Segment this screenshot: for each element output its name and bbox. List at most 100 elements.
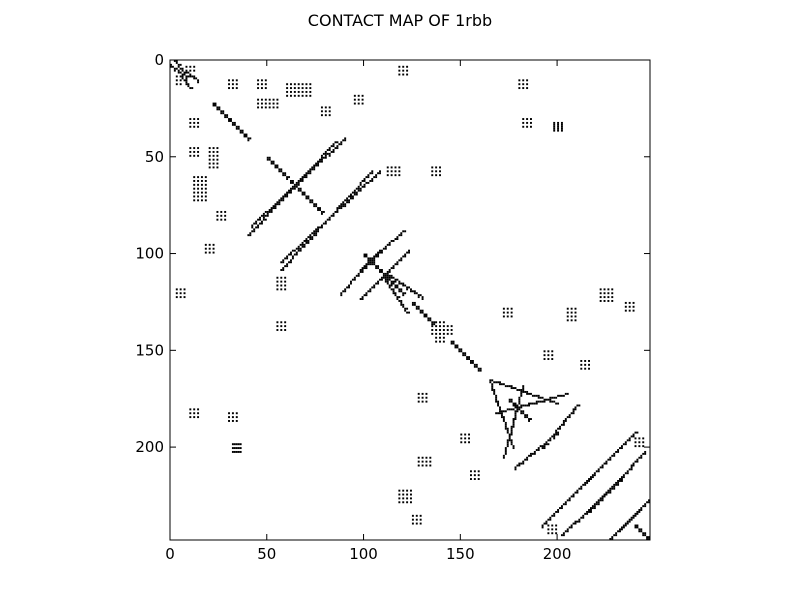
contact-cell: [386, 276, 389, 279]
contact-cell: [394, 278, 397, 281]
contact-cell: [640, 530, 643, 533]
contact-cell: [297, 247, 300, 250]
contact-cell: [510, 429, 513, 432]
contact-cell: [342, 201, 345, 204]
contact-cell: [588, 509, 590, 511]
contact-cell: [514, 468, 517, 471]
contact-cell: [549, 398, 552, 401]
contact-cell: [379, 170, 381, 173]
contact-cell: [315, 230, 318, 233]
contact-cell: [384, 278, 387, 281]
contact-cell: [231, 123, 234, 126]
contact-cell: [547, 528, 550, 531]
contact-cell: [543, 350, 546, 353]
contact-cell: [590, 507, 592, 510]
contact-cell: [293, 83, 296, 86]
contact-cell: [411, 518, 414, 521]
contact-cell: [274, 205, 277, 208]
contact-cell: [553, 396, 556, 399]
contact-cell: [280, 269, 283, 271]
contact-cell: [504, 410, 507, 413]
contact-cell: [272, 98, 275, 101]
contact-cell: [508, 437, 511, 440]
contact-cell: [311, 199, 314, 202]
contact-cell: [528, 454, 530, 457]
contact-cell: [510, 431, 513, 434]
contact-cell: [396, 296, 399, 299]
contact-cell: [388, 241, 391, 244]
contact-cell: [189, 154, 192, 157]
contact-cell: [388, 269, 391, 271]
contact-cell: [508, 398, 511, 401]
contact-cell: [230, 120, 232, 122]
contact-cell: [322, 210, 325, 213]
contact-cell: [197, 147, 200, 150]
contact-cell: [518, 389, 521, 391]
contact-cell: [547, 524, 550, 527]
contact-cell: [262, 212, 265, 215]
contact-cell: [470, 361, 472, 364]
contact-cell: [545, 443, 548, 446]
contact-cell: [353, 276, 356, 279]
contact-cell: [557, 427, 560, 430]
contact-cell: [386, 243, 389, 246]
contact-cell: [560, 534, 563, 537]
contact-cell: [599, 466, 602, 469]
contact-cell: [400, 257, 403, 260]
contact-cell: [526, 392, 529, 395]
contact-cell: [380, 278, 383, 281]
contact-cell: [590, 509, 592, 511]
contact-cell: [411, 303, 414, 306]
contact-cell: [342, 139, 345, 142]
contact-cell: [220, 218, 223, 221]
contact-cell: [504, 423, 507, 426]
contact-cell: [572, 410, 575, 413]
contact-cell: [311, 238, 314, 240]
contact-cell: [522, 387, 525, 390]
contact-cell: [185, 71, 188, 74]
contact-cell: [495, 412, 498, 415]
contact-cell: [268, 102, 271, 105]
contact-cell: [324, 220, 327, 223]
contact-cell: [297, 90, 300, 93]
contact-cell: [183, 288, 186, 291]
contact-cell: [491, 387, 494, 390]
contact-cell: [394, 284, 397, 287]
contact-cell: [512, 418, 515, 420]
contact-cell: [630, 468, 633, 471]
contact-cell: [413, 303, 416, 306]
contact-cell: [541, 400, 544, 403]
contact-cell: [319, 160, 321, 163]
contact-cell: [611, 487, 614, 490]
contact-cell: [260, 106, 263, 109]
contact-cell: [568, 414, 571, 417]
contact-cell: [301, 191, 304, 194]
contact-cell: [181, 67, 184, 70]
contact-cell: [638, 530, 641, 533]
contact-cell: [408, 311, 410, 314]
contact-cell: [305, 238, 308, 240]
contact-cell: [582, 516, 585, 519]
contact-cell: [470, 360, 472, 362]
contact-cell: [197, 176, 200, 179]
contact-cell: [628, 518, 631, 521]
contact-cell: [624, 524, 627, 527]
contact-cell: [315, 228, 318, 231]
contact-cell: [644, 534, 647, 537]
contact-cell: [220, 210, 223, 213]
contact-cell: [181, 69, 184, 72]
contact-cell: [390, 240, 393, 242]
contact-cell: [305, 90, 308, 93]
contact-cell: [421, 460, 424, 463]
contact-cell: [388, 278, 391, 281]
contact-cell: [411, 301, 414, 304]
contact-cell: [257, 102, 260, 105]
contact-cell: [336, 145, 339, 148]
contact-cell: [396, 238, 399, 240]
contact-cell: [619, 478, 621, 480]
contact-cell: [276, 201, 279, 204]
contact-cell: [319, 207, 321, 210]
contact-cell: [204, 191, 207, 194]
contact-cell: [193, 412, 196, 415]
contact-cell: [251, 224, 254, 227]
